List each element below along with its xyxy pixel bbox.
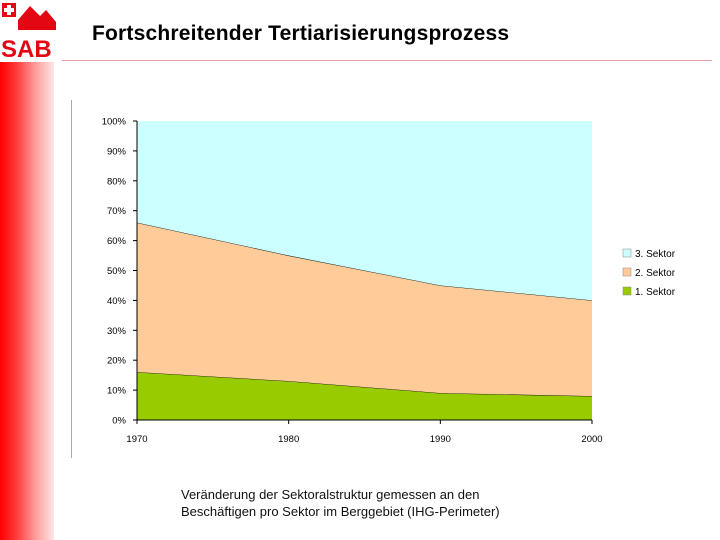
caption-line-1: Veränderung der Sektoralstruktur gemesse… (181, 487, 480, 502)
chart-areas (136, 121, 593, 420)
title-divider (62, 60, 712, 61)
legend-label: 3. Sektor (635, 249, 676, 260)
legend-label: 2. Sektor (635, 268, 676, 279)
legend-swatch (622, 267, 632, 277)
x-tick-label: 1970 (126, 434, 147, 445)
chart-caption: Veränderung der Sektoralstruktur gemesse… (181, 486, 500, 520)
chart-axes (136, 121, 592, 421)
area-series-2 (137, 222, 592, 397)
y-axis-ticks: 0% 10% 20% 30% 40% 50% 60% 70% 80% 90% 100% (102, 117, 137, 427)
legend-label: 1. Sektor (635, 287, 676, 298)
legend-swatch (622, 248, 632, 258)
chart-frame-line (71, 100, 72, 458)
y-tick-label: 40% (107, 296, 127, 307)
x-tick-label: 1980 (278, 434, 299, 445)
y-tick-label: 80% (107, 176, 127, 187)
logo-text: SAB (1, 36, 52, 60)
caption-line-2: Beschäftigen pro Sektor im Berggebiet (I… (181, 504, 500, 519)
y-tick-label: 20% (107, 356, 127, 367)
legend-swatch (622, 286, 632, 296)
x-tick-label: 2000 (581, 434, 602, 445)
y-tick-label: 10% (107, 386, 127, 397)
y-tick-label: 30% (107, 326, 127, 337)
x-axis-ticks: 1970 1980 1990 2000 (126, 420, 603, 445)
left-decorative-band (0, 62, 54, 540)
y-tick-label: 100% (102, 117, 127, 128)
y-tick-label: 70% (107, 206, 127, 217)
chart-legend: 3. Sektor 2. Sektor 1. Sektor (622, 248, 676, 298)
y-tick-label: 60% (107, 236, 127, 247)
y-tick-label: 50% (107, 266, 127, 277)
sab-logo: SAB (1, 3, 56, 60)
area-series-3 (137, 121, 592, 301)
x-tick-label: 1990 (430, 434, 451, 445)
y-tick-label: 0% (112, 416, 126, 427)
y-tick-label: 90% (107, 146, 127, 157)
area-series-1 (137, 372, 592, 420)
page-title: Fortschreitender Tertiarisierungsprozess (92, 22, 510, 45)
